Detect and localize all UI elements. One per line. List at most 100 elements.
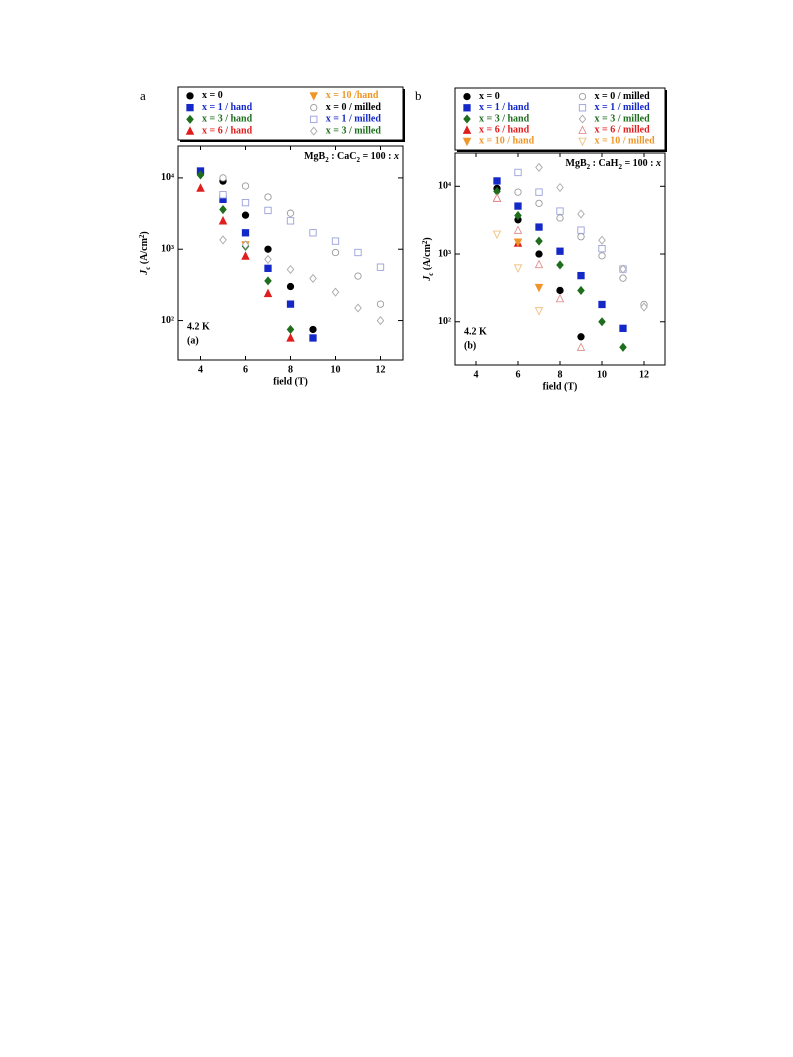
data-point [264, 276, 272, 286]
data-point [619, 264, 627, 274]
data-point [619, 342, 627, 352]
legend-box [177, 86, 404, 141]
data-point [309, 325, 317, 334]
legend-label: x = 0 [479, 91, 500, 102]
label-part: ) [139, 231, 150, 234]
y-axis-label: Jc (A/cm2) [138, 231, 152, 276]
data-point [535, 236, 543, 246]
annotation: MgB2 : CaH2 = 100 : x [566, 158, 661, 170]
data-point [376, 316, 385, 326]
legend-label: x = 0 [202, 90, 223, 101]
data-point [218, 215, 228, 225]
data-point [264, 245, 272, 253]
data-point [219, 174, 227, 182]
data-point [264, 206, 272, 215]
label-part: 2 [138, 234, 146, 238]
data-point [264, 193, 272, 201]
y-tick-label: 10² [438, 316, 451, 327]
legend-label: x = 10 / milled [595, 136, 656, 147]
data-point [577, 333, 585, 341]
panel-label: (a) [187, 335, 199, 346]
label-part: = 100 : [622, 158, 656, 169]
label-part: x [393, 151, 399, 162]
label-part: c [427, 273, 435, 276]
x-tick-label: 4 [474, 369, 479, 380]
data-point [513, 264, 523, 273]
legend-label: x = 1 / hand [479, 102, 530, 113]
x-tick-label: 8 [558, 369, 563, 380]
data-point [640, 302, 648, 312]
data-point [219, 191, 227, 199]
data-point [264, 264, 272, 272]
legend-label: x = 6 / hand [202, 125, 253, 136]
label-part: = 100 : [360, 151, 394, 162]
x-tick-label: 4 [198, 364, 203, 375]
x-tick-label: 8 [288, 364, 293, 375]
temperature-label: 4.2 K [464, 326, 487, 337]
temperature-label: 4.2 K [187, 321, 210, 332]
data-point [286, 282, 295, 291]
legend-label: x = 1 / milled [326, 114, 382, 125]
data-point [196, 170, 205, 180]
legend-marker [310, 115, 318, 124]
legend-label: x = 0 / milled [326, 102, 382, 113]
data-point [492, 230, 502, 240]
legend-label: x = 10 /hand [326, 90, 379, 101]
data-point [619, 274, 627, 282]
data-point [219, 235, 227, 245]
label-part: 2 [587, 163, 591, 171]
data-point [376, 300, 385, 308]
data-point [376, 263, 385, 271]
data-point [241, 251, 250, 260]
data-point [286, 217, 295, 225]
legend-label: x = 3 / hand [202, 114, 253, 125]
x-tick-label: 6 [516, 369, 521, 380]
label-part: MgB [304, 151, 325, 162]
data-point [556, 207, 564, 215]
legend-marker [186, 92, 194, 100]
data-point [354, 303, 362, 313]
legend-marker [463, 114, 471, 124]
legend-marker [578, 104, 587, 112]
label-part: J [422, 275, 433, 282]
data-point [534, 259, 544, 269]
data-point [514, 188, 522, 196]
data-point [535, 223, 543, 231]
label-part: c [144, 267, 152, 270]
data-point [619, 324, 627, 332]
data-point [577, 285, 585, 295]
legend-marker [186, 114, 194, 124]
data-point [241, 211, 250, 219]
legend-marker [578, 137, 587, 147]
legend-marker [309, 126, 318, 136]
y-tick-label: 10² [161, 315, 174, 326]
data-point [354, 248, 362, 257]
data-point [535, 188, 543, 196]
data-point [598, 235, 606, 245]
data-point [577, 226, 585, 234]
label-part: 2 [356, 156, 360, 164]
legend-label: x = 3 / milled [326, 125, 382, 136]
x-tick-label: 6 [243, 364, 248, 375]
y-tick-label: 10⁴ [438, 181, 451, 192]
label-part: : CaH [590, 158, 619, 169]
legend-label: x = 0 / milled [595, 91, 651, 102]
label-part: ) [422, 237, 433, 240]
legend-marker [310, 103, 318, 112]
data-point [514, 168, 522, 177]
legend-marker [578, 92, 587, 101]
label-part: : CaC [329, 151, 357, 162]
data-point [331, 248, 340, 257]
y-tick-label: 10³ [438, 248, 451, 259]
data-point [535, 250, 543, 258]
data-point [493, 177, 501, 185]
data-point [263, 288, 273, 298]
legend-marker [462, 125, 472, 134]
data-point [492, 193, 502, 202]
data-point [286, 264, 295, 275]
legend-marker [578, 114, 587, 124]
data-point [556, 286, 564, 295]
panel-letter: a [140, 88, 146, 103]
data-point [598, 317, 606, 327]
data-point [331, 237, 340, 245]
